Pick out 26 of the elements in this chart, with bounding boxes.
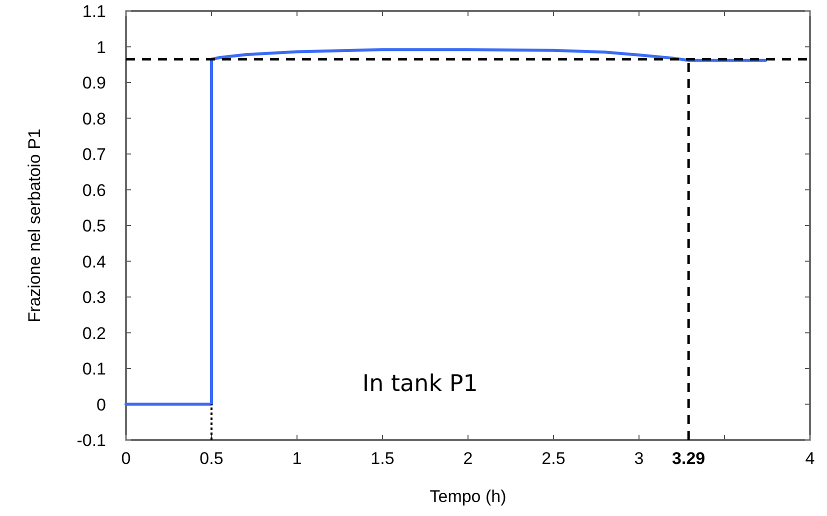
y-tick-label: 0.4 [82, 252, 106, 272]
y-tick-label: 0.5 [82, 216, 106, 236]
annotation: In tank P1 [362, 370, 478, 397]
ref-line-label: 3.29 [672, 449, 706, 468]
y-axis-title: Frazione nel serbatoio P1 [25, 128, 44, 322]
x-tick-label: 2.5 [542, 449, 566, 468]
x-tick-label: 1 [292, 449, 302, 468]
x-tick-label: 0.5 [200, 449, 224, 468]
y-tick-label: -0.1 [76, 431, 106, 450]
x-tick-label: 3 [634, 449, 644, 468]
x-tick-label: 1.5 [370, 449, 394, 468]
y-tick-label: 1 [96, 38, 106, 57]
y-tick-label: 0.1 [82, 360, 106, 378]
y-tick-label: 1.1 [82, 2, 106, 21]
y-tick-label: 0.9 [82, 74, 106, 92]
y-tick-label: 0.2 [82, 324, 106, 343]
line-series [124, 48, 768, 406]
x-axis-title: Tempo (h) [430, 487, 506, 506]
y-tick-label: 0.8 [82, 109, 106, 128]
y-tick-label: 0.3 [82, 288, 106, 307]
y-tick-label: 0 [96, 395, 106, 414]
x-tick-label: 2 [463, 449, 473, 468]
y-tick-label: 0.7 [82, 145, 106, 164]
x-tick-label: 4 [805, 449, 815, 468]
y-tick-label: 0.6 [82, 180, 106, 200]
x-tick-label: 0 [121, 449, 131, 468]
